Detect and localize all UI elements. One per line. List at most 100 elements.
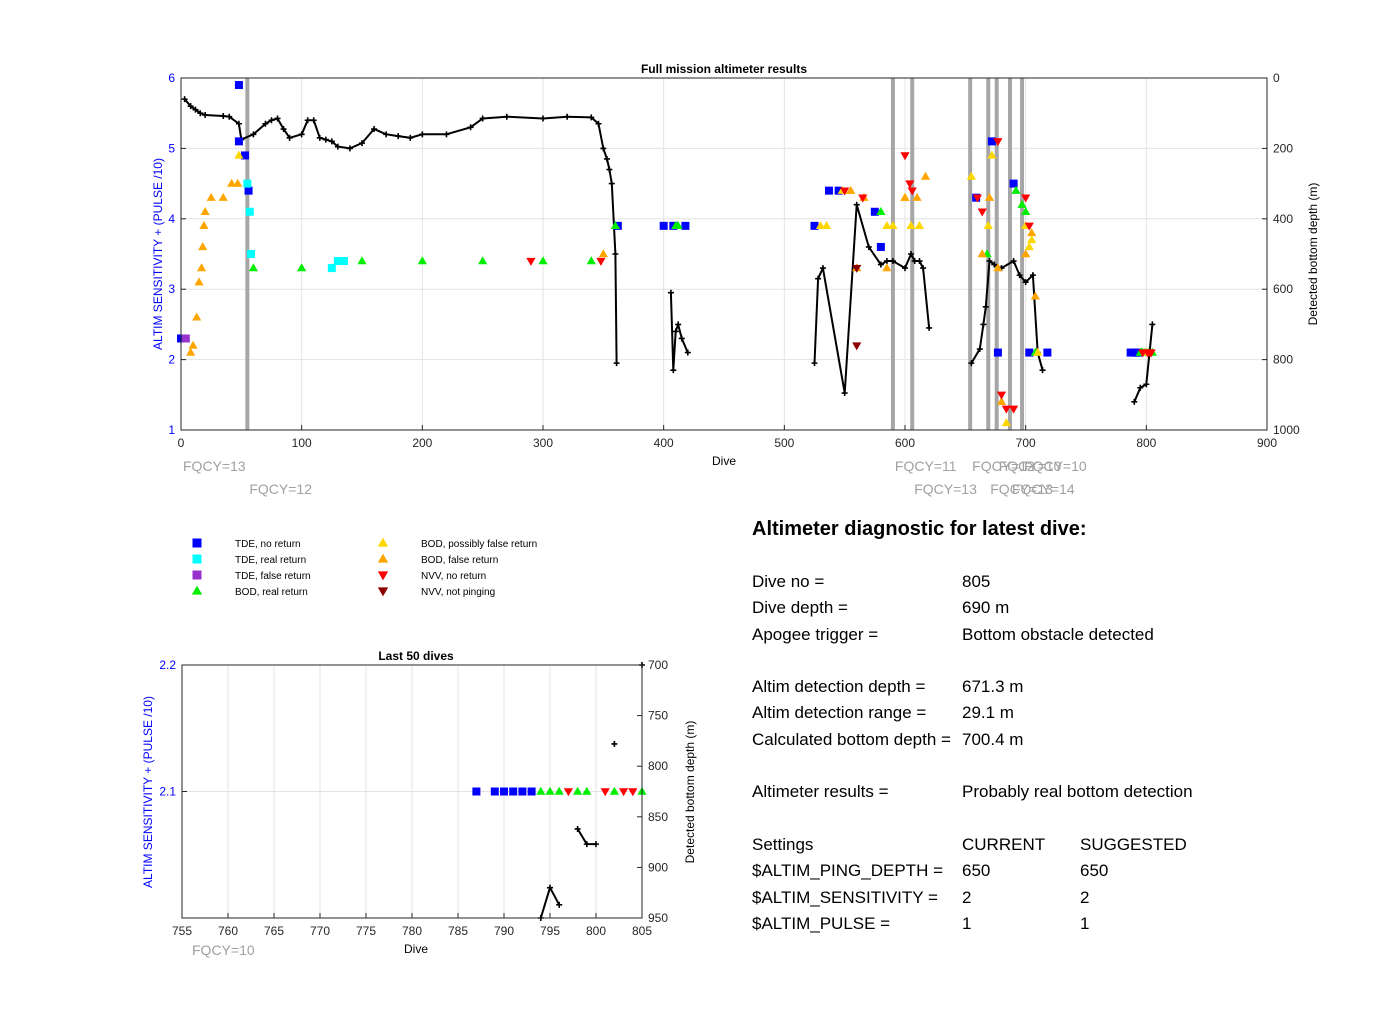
bottom-depth-point <box>853 201 860 208</box>
bottom-depth-point <box>815 275 822 282</box>
bottom-depth-point <box>467 124 474 131</box>
bottom-depth-point <box>419 131 426 138</box>
x-tick-label: 765 <box>264 924 284 938</box>
legend-marker-square <box>192 538 202 548</box>
bottom-depth-point <box>595 120 602 127</box>
marker-triangle-up <box>297 263 307 272</box>
x-tick-label: 770 <box>310 924 330 938</box>
marker-triangle-up <box>815 221 826 230</box>
frequency-label: FQCY=13 <box>990 481 1053 497</box>
legend-label: TDE, no return <box>235 539 301 550</box>
frequency-label: FQCY=12 <box>972 458 1035 474</box>
bottom-depth-point <box>262 120 269 127</box>
diagnostic-panel: Altimeter diagnostic for latest dive: Di… <box>752 518 1372 937</box>
bottom-depth-point <box>613 360 620 367</box>
marker-triangle-up <box>673 221 683 230</box>
legend-marker-triangle-down <box>377 587 389 597</box>
marker-triangle-up <box>200 206 210 215</box>
apogee-label: Apogee trigger = <box>752 624 879 644</box>
marker-triangle-up <box>188 340 198 349</box>
marker-triangle-up <box>996 397 1007 406</box>
inset-chart-title: Last 50 dives <box>378 649 454 663</box>
marker-triangle-up <box>610 221 620 230</box>
marker-square <box>681 221 690 230</box>
marker-square <box>339 257 348 266</box>
y-right-tick-label: 750 <box>648 709 668 723</box>
x-tick-label: 790 <box>494 924 514 938</box>
legend-marker-triangle-up <box>377 537 389 547</box>
bottom-depth-point <box>1149 321 1156 328</box>
marker-triangle-up <box>914 221 925 230</box>
bottom-depth-point <box>503 113 510 120</box>
legend-label: TDE, false return <box>235 571 311 582</box>
bottom-depth-point <box>611 740 618 747</box>
marker-square <box>527 787 536 796</box>
calculated-bottom-label: Calculated bottom depth = <box>752 729 951 749</box>
inset-y-left-axis-label: ALTIM SENSITIVITY + (PULSE /10) <box>141 696 155 888</box>
setting-suggested: 650 <box>1080 861 1109 881</box>
apogee-row: Apogee trigger = Bottom obstacle detected <box>752 622 1372 648</box>
bottom-depth-point <box>606 166 613 173</box>
bottom-depth-point <box>678 335 685 342</box>
inset-y-right-axis-label: Detected bottom depth (m) <box>683 721 697 864</box>
setting-name: $ALTIM_PING_DEPTH = <box>752 861 943 881</box>
bottom-depth-point <box>250 131 257 138</box>
bottom-depth-point <box>1137 384 1144 391</box>
bottom-depth-point <box>268 117 275 124</box>
setting-current: 1 <box>962 913 972 933</box>
bottom-depth-point <box>286 134 293 141</box>
y-right-tick-label: 400 <box>1273 212 1293 226</box>
marker-triangle-up <box>846 185 856 194</box>
x-tick-label: 775 <box>356 924 376 938</box>
marker-square <box>500 787 508 796</box>
bottom-depth-point <box>672 328 679 335</box>
bottom-depth-point <box>235 120 242 127</box>
marker-triangle-down <box>600 788 610 797</box>
bottom-depth-point <box>547 884 553 891</box>
bottom-depth-point <box>202 111 209 118</box>
marker-square <box>518 787 527 796</box>
bottom-depth-point <box>181 96 188 103</box>
bottom-depth-point <box>220 113 227 120</box>
x-tick-label: 755 <box>172 924 192 938</box>
dive-depth-label: Dive depth = <box>752 598 848 618</box>
altim-detection-depth-row: Altim detection depth = 671.3 m <box>752 674 1372 700</box>
marker-square <box>876 242 885 251</box>
marker-triangle-up <box>912 192 922 201</box>
marker-square <box>234 137 243 146</box>
bottom-depth-point <box>877 261 884 268</box>
x-tick-label: 0 <box>178 436 185 450</box>
altimeter-results-row: Altimeter results = Probably real bottom … <box>752 779 1372 805</box>
marker-triangle-up <box>192 312 202 321</box>
marker-triangle-up <box>993 263 1003 272</box>
marker-square <box>327 264 336 273</box>
marker-triangle-up <box>545 786 555 795</box>
marker-square <box>245 207 254 216</box>
bottom-depth-point <box>916 258 923 265</box>
marker-triangle-down <box>905 180 915 189</box>
y-right-tick-label: 1000 <box>1273 423 1300 437</box>
marker-square <box>243 179 252 188</box>
main-chart-title: Full mission altimeter results <box>641 62 807 76</box>
main-chart: 0 100 200 300 400 500 600 700 800 900 1 2 3 4 5 6 0 200… <box>151 62 1320 497</box>
marker-square <box>472 787 481 796</box>
y-right-tick-label: 600 <box>1273 282 1293 296</box>
x-tick-label: 800 <box>1136 436 1156 450</box>
y-right-tick-label: 800 <box>1273 353 1293 367</box>
x-tick-label: 100 <box>292 436 312 450</box>
dive-no-row: Dive no = 805 <box>752 569 1372 595</box>
setting-current: 2 <box>962 887 972 907</box>
marker-square <box>810 221 819 230</box>
marker-triangle-up <box>1033 347 1043 356</box>
bottom-depth-point <box>280 126 287 133</box>
marker-triangle-down <box>993 138 1003 147</box>
marker-triangle-up <box>234 150 244 159</box>
calculated-bottom-value: 700.4 m <box>962 729 1024 749</box>
marker-triangle-up <box>186 347 196 356</box>
bottom-depth-point <box>991 261 998 268</box>
suggested-header: SUGGESTED <box>1080 834 1187 854</box>
y-left-tick-label: 2.2 <box>159 658 176 672</box>
altim-detection-depth-label: Altim detection depth = <box>752 677 926 697</box>
marker-triangle-up <box>977 249 987 258</box>
